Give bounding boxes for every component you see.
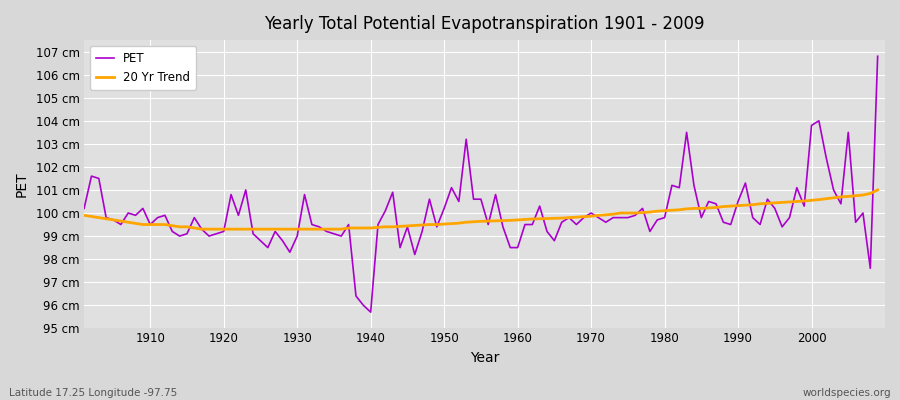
Legend: PET, 20 Yr Trend: PET, 20 Yr Trend (90, 46, 196, 90)
20 Yr Trend (608, 212, 618, 216)
X-axis label: Year: Year (470, 351, 500, 365)
PET (343, 222, 354, 227)
Text: Latitude 17.25 Longitude -97.75: Latitude 17.25 Longitude -97.75 (9, 388, 177, 398)
PET (608, 215, 618, 220)
PET (519, 222, 530, 227)
Text: worldspecies.org: worldspecies.org (803, 388, 891, 398)
PET (365, 310, 376, 314)
20 Yr Trend (351, 226, 362, 230)
PET (299, 192, 310, 197)
PET (872, 54, 883, 59)
PET (512, 245, 523, 250)
PET (78, 206, 89, 211)
Y-axis label: PET: PET (15, 171, 29, 197)
PET (138, 206, 148, 211)
Line: PET: PET (84, 56, 878, 312)
20 Yr Trend (519, 217, 530, 222)
20 Yr Trend (196, 227, 207, 232)
20 Yr Trend (78, 213, 89, 218)
20 Yr Trend (138, 222, 148, 227)
20 Yr Trend (307, 227, 318, 232)
20 Yr Trend (512, 218, 523, 222)
Line: 20 Yr Trend: 20 Yr Trend (84, 190, 878, 229)
Title: Yearly Total Potential Evapotranspiration 1901 - 2009: Yearly Total Potential Evapotranspiratio… (265, 15, 705, 33)
20 Yr Trend (872, 188, 883, 192)
